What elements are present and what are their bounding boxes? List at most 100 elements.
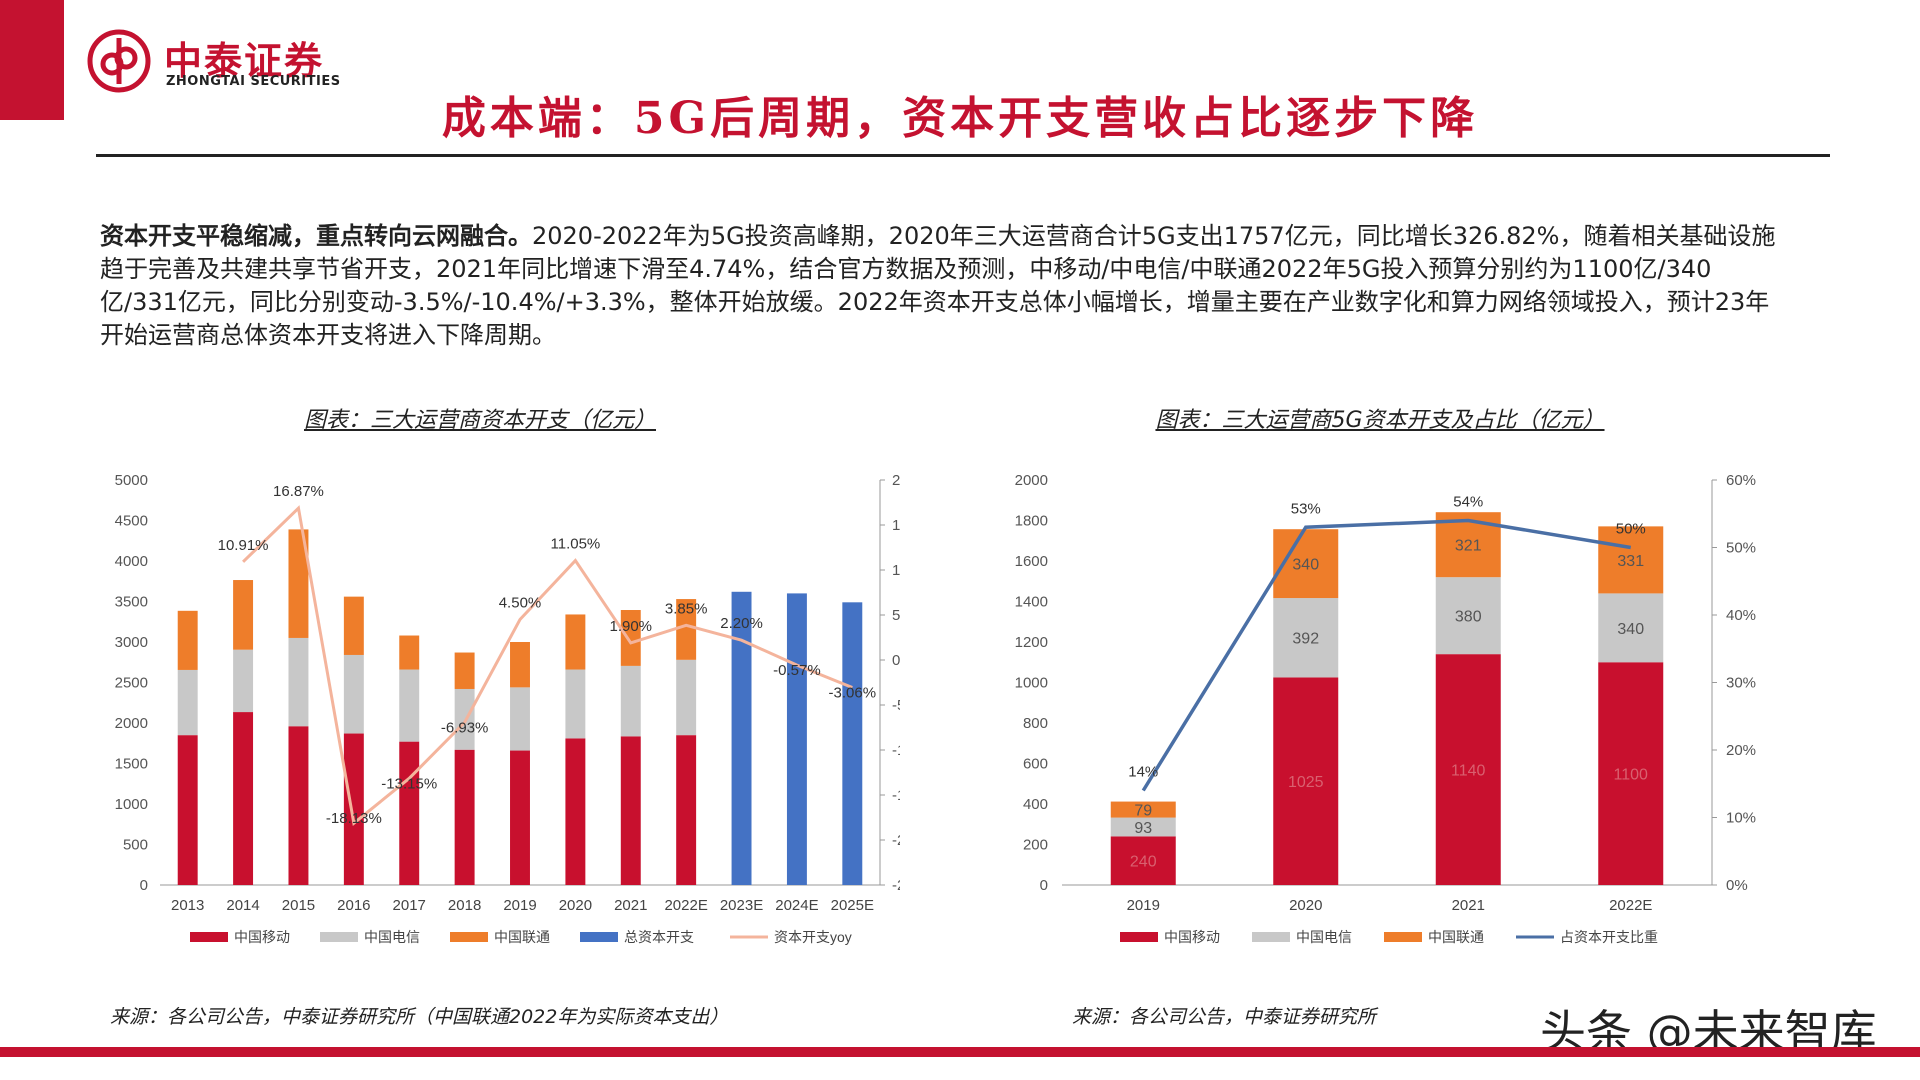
y2-tick-label: 60% [1726,472,1756,489]
bar-value-label: 93 [1134,820,1152,837]
y-tick-label: 2500 [115,675,148,692]
bar-total-capex [731,591,752,885]
bar-value-label: 1140 [1451,763,1486,780]
bar-telecom [233,649,254,713]
bar-telecom [676,659,697,736]
bar-mobile [676,735,697,885]
zhongtai-logo-icon [87,29,151,93]
bar-unicom [565,614,586,670]
bar-value-label: 340 [1292,557,1319,574]
y-tick-label: 2000 [115,715,148,732]
y-tick-label: 4000 [115,553,148,570]
yoy-point-label: -0.57% [773,662,821,679]
bar-mobile [177,735,198,885]
y2-tick-label: 50% [1726,540,1756,557]
bar-total-capex [842,602,863,885]
y2-tick-label: 0% [1726,877,1748,894]
legend-label: 中国联通 [1428,929,1484,945]
bar-mobile [510,750,530,885]
y2-tick-label: -25% [892,877,900,894]
bar-telecom [177,669,198,736]
x-tick-label: 2019 [1127,897,1160,914]
legend-label: 中国电信 [1296,929,1352,945]
y-tick-label: 1200 [1015,634,1048,651]
yoy-point-label: 1.90% [609,618,652,635]
legend-swatch [320,932,358,942]
x-tick-label: 2014 [226,897,259,914]
bar-value-label: 240 [1130,854,1157,871]
y2-tick-label: 15% [892,517,900,534]
bar-unicom [233,580,254,650]
legend-label: 中国电信 [364,929,420,945]
y-tick-label: 0 [1040,877,1048,894]
bar-unicom [454,652,475,689]
y2-tick-label: 20% [892,472,900,489]
bar-telecom [343,654,364,734]
y-tick-label: 800 [1023,715,1048,732]
x-tick-label: 2022E [664,897,707,914]
x-tick-label: 2023E [720,897,763,914]
yoy-point-label: -18.13% [326,810,382,827]
bar-mobile [288,726,309,885]
bar-value-label: 321 [1455,538,1482,555]
bar-telecom [510,687,530,751]
legend-swatch [1120,932,1158,942]
x-tick-label: 2025E [831,897,874,914]
chart1-title: 图表：三大运营商资本开支（亿元） [303,408,656,433]
share-point-label: 50% [1616,521,1646,538]
bar-telecom [1110,817,1176,837]
bar-telecom [565,669,586,739]
intro-paragraph: 资本开支平稳缩减，重点转向云网融合。2020-2022年为5G投资高峰期，202… [100,220,1786,352]
bar-mobile [233,712,254,885]
bar-telecom [1273,598,1339,678]
legend-label: 中国移动 [1164,929,1220,945]
share-point-label: 53% [1291,500,1321,517]
bar-value-label: 79 [1134,803,1152,820]
bar-value-label: 380 [1455,609,1482,626]
bar-unicom [1110,801,1176,818]
yoy-point-label: -13.15% [381,775,437,792]
yoy-point-label: 16.87% [273,483,324,500]
x-tick-label: 2022E [1609,897,1652,914]
x-tick-label: 2017 [393,897,426,914]
intro-lead: 资本开支平稳缩减，重点转向云网融合。 [100,222,532,250]
x-tick-label: 2018 [448,897,481,914]
intro-body: 2020-2022年为5G投资高峰期，2020年三大运营商合计5G支出1757亿… [100,222,1776,349]
title-divider [96,154,1830,157]
y2-tick-label: 0% [892,652,900,669]
y2-tick-label: -5% [892,697,900,714]
y2-tick-label: 5% [892,607,900,624]
y-tick-label: 1000 [1015,675,1048,692]
x-tick-label: 2024E [775,897,818,914]
brand-name-en: ZHONGTAI SECURITIES [166,74,341,89]
y-tick-label: 5000 [115,472,148,489]
bar-mobile [1273,677,1339,885]
y2-tick-label: 10% [1726,810,1756,827]
x-tick-label: 2021 [1452,897,1485,914]
bar-total-capex [786,593,807,885]
bar-mobile [620,736,641,885]
bar-unicom [288,529,309,638]
bar-telecom [1598,593,1664,663]
bar-unicom [177,610,198,670]
yoy-point-label: 4.50% [499,595,542,612]
share-point-label: 14% [1128,764,1158,781]
yoy-line [242,505,853,826]
bar-value-label: 331 [1617,553,1644,570]
y-tick-label: 1400 [1015,594,1048,611]
yoy-point-label: -3.06% [829,685,877,702]
bar-telecom [1435,577,1501,655]
bar-telecom [620,665,641,737]
x-tick-label: 2019 [503,897,536,914]
y-tick-label: 2000 [1015,472,1048,489]
x-tick-label: 2020 [559,897,592,914]
bar-unicom [620,610,641,666]
y2-tick-label: -15% [892,787,900,804]
y2-tick-label: 30% [1726,675,1756,692]
y-tick-label: 400 [1023,796,1048,813]
y2-tick-label: -10% [892,742,900,759]
yoy-point-label: 10.91% [218,537,269,554]
chart2-title: 图表：三大运营商5G资本开支及占比（亿元） [1155,408,1605,433]
y2-tick-label: 20% [1726,742,1756,759]
bottom-accent-bar [0,1047,1920,1057]
